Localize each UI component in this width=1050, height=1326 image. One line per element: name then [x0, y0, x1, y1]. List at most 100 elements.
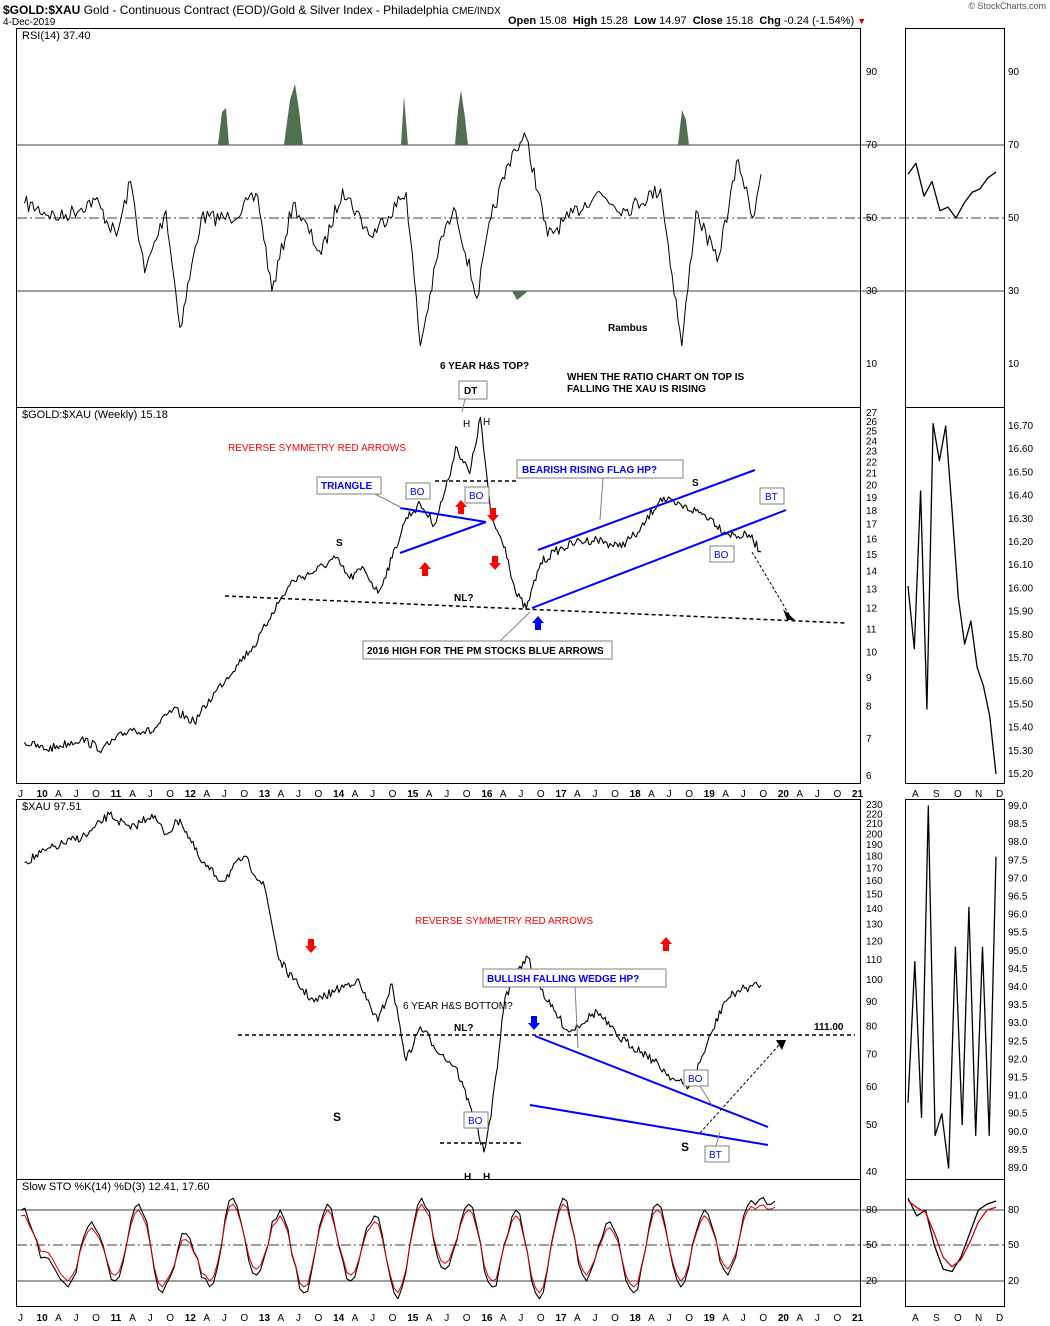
wedge-upper-line	[534, 1035, 769, 1128]
xau-annotations: REVERSE SYMMETRY RED ARROWS 6 YEAR H&S B…	[238, 916, 855, 1183]
x-tick-label: O	[611, 789, 619, 800]
x-tick-label: 20	[778, 789, 790, 800]
x-tick-label: O	[92, 1313, 100, 1324]
ratio-side-ytick: 15.30	[1008, 746, 1033, 757]
xau-side-ytick: 90.0	[1008, 1127, 1028, 1138]
rsi-series-line	[24, 132, 762, 347]
ratio-ytick: 11	[866, 625, 877, 636]
ratio-ytick: 19	[866, 493, 878, 504]
x-tick-label: A	[55, 1313, 62, 1324]
ratio-side-ytick: 15.50	[1008, 699, 1033, 710]
label-dt: DT	[464, 386, 477, 397]
rsi-overbought-fills	[218, 84, 689, 300]
xau-ytick: 80	[866, 1022, 878, 1033]
xau-ytick: 50	[866, 1120, 878, 1131]
blue-arrows-callout-box	[362, 640, 613, 660]
x-tick-label: J	[667, 1313, 672, 1324]
x-tick-label: A	[277, 1313, 284, 1324]
label-111: 111.00	[814, 1022, 844, 1033]
ratio-side-ytick: 15.40	[1008, 723, 1033, 734]
rsi-side-ytick: 50	[1008, 213, 1020, 224]
exchange-label: CME/INDX	[451, 6, 501, 17]
ratio-ytick: 6	[866, 771, 872, 782]
x-tick-label: J	[444, 1313, 449, 1324]
dt-callout-box	[458, 380, 488, 400]
callout-pointer	[499, 611, 531, 642]
ratio-side-ytick: 15.90	[1008, 607, 1033, 618]
ratio-side-ytick: 15.60	[1008, 676, 1033, 687]
bo-callout-box	[709, 545, 735, 563]
x-tick-label: J	[741, 1313, 746, 1324]
stoch-side-k-line	[907, 1197, 997, 1273]
x-tick-label: A	[277, 789, 284, 800]
rsi-title: RSI(14) 37.40	[22, 30, 90, 42]
x-tick-label: A	[796, 1313, 803, 1324]
xau-ytick: 190	[866, 840, 883, 851]
x-tick-label: 21	[852, 789, 864, 800]
xau-side-ytick: 93.0	[1008, 1018, 1028, 1029]
xau-side-ytick: 90.5	[1008, 1109, 1028, 1120]
rsi-ytick: 70	[866, 140, 878, 151]
ratio-ytick: 20	[866, 480, 878, 491]
x-tick-label: J	[518, 789, 523, 800]
flag-callout-box	[516, 459, 684, 479]
xau-side-ytick: 95.5	[1008, 928, 1028, 939]
rsi-side-ytick: 10	[1008, 359, 1020, 370]
x-tick-label: 15	[407, 789, 419, 800]
label-6y-hs-bottom: 6 YEAR H&S BOTTOM?	[403, 1001, 513, 1012]
label-6y-hs-top: 6 YEAR H&S TOP?	[440, 361, 529, 372]
low-label: Low	[634, 15, 657, 27]
stoch-ytick: 80	[866, 1205, 878, 1216]
ratio-ytick: 13	[866, 584, 878, 595]
xau-side-ytick: 96.0	[1008, 910, 1028, 921]
ratio-ytick: 7	[866, 734, 872, 745]
x-tick-label: O	[759, 1313, 767, 1324]
rsi-ytick: 90	[866, 67, 878, 78]
ratio-ytick: 18	[866, 506, 878, 517]
stoch-side-ytick: 50	[1008, 1240, 1020, 1251]
side-x-tick-label: A	[912, 789, 919, 800]
x-tick-label: 14	[333, 789, 345, 800]
watermark: © StockCharts.com	[968, 1, 1046, 11]
side-x-tick-label: N	[975, 789, 982, 800]
x-tick-label: J	[148, 789, 153, 800]
label-nl: NL?	[454, 1023, 473, 1034]
x-tick-label: O	[240, 1313, 248, 1324]
xau-side-ytick: 89.5	[1008, 1145, 1028, 1156]
x-tick-label: O	[611, 1313, 619, 1324]
xau-ytick: 130	[866, 920, 883, 931]
x-tick-label: A	[352, 789, 359, 800]
ratio-side-ytick: 15.80	[1008, 630, 1033, 641]
xau-side-ytick: 94.5	[1008, 964, 1028, 975]
rsi-ytick: 10	[866, 359, 878, 370]
x-tick-label: J	[741, 789, 746, 800]
xau-side-ytick: 89.0	[1008, 1163, 1028, 1174]
bo-callout-box	[463, 1111, 489, 1129]
x-tick-label: 15	[407, 1313, 419, 1324]
ratio-side-ytick: 16.70	[1008, 421, 1033, 432]
x-tick-label: A	[500, 1313, 507, 1324]
ratio-side-ytick: 16.50	[1008, 467, 1033, 478]
xau-series-line	[24, 811, 762, 1153]
callout-pointer	[574, 986, 579, 1049]
flag-upper-line	[537, 469, 756, 551]
ratio-ytick: 22	[866, 457, 878, 468]
rsi-fill	[455, 90, 468, 145]
stoch-ytick: 20	[866, 1276, 878, 1287]
xau-side-ytick: 92.0	[1008, 1054, 1028, 1065]
stoch-side-ytick: 20	[1008, 1276, 1020, 1287]
x-tick-label: A	[352, 1313, 359, 1324]
xau-ytick: 210	[866, 819, 883, 830]
triangle-lower-line	[399, 521, 487, 554]
x-tick-label: 13	[259, 789, 271, 800]
high-label: High	[572, 15, 598, 27]
label-bo: BO	[688, 1074, 703, 1085]
ratio-side-ytick: 16.60	[1008, 444, 1033, 455]
x-tick-label: 18	[630, 1313, 642, 1324]
side-x-tick-label: D	[996, 789, 1003, 800]
ratio-side-ytick: 15.70	[1008, 653, 1033, 664]
xau-side-ytick: 99.0	[1008, 801, 1028, 812]
rsi-ytick: 30	[866, 286, 878, 297]
side-x-tick-label: S	[933, 789, 940, 800]
